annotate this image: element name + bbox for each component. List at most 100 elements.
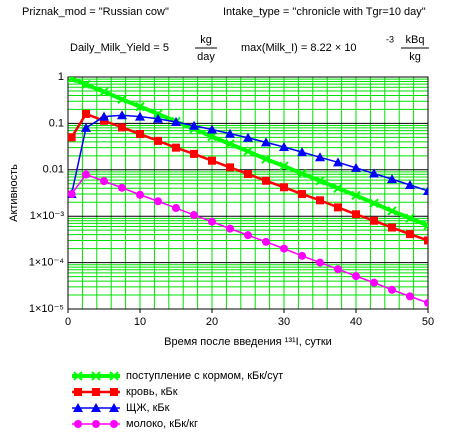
marker bbox=[118, 183, 126, 192]
header-text: Intake_type = "chronicle with Tgr=10 day… bbox=[223, 6, 426, 18]
legend-label: поступление с кормом, кБк/сут bbox=[126, 370, 283, 382]
marker bbox=[190, 149, 198, 158]
marker bbox=[73, 371, 83, 381]
legend-label: ЩЖ, кБк bbox=[126, 402, 170, 414]
x-tick-label: 40 bbox=[350, 316, 362, 328]
marker bbox=[406, 230, 414, 239]
marker bbox=[298, 190, 306, 199]
marker bbox=[352, 272, 360, 281]
marker bbox=[316, 258, 324, 267]
marker bbox=[280, 244, 288, 253]
formula-superscript: -3 bbox=[386, 34, 394, 44]
marker bbox=[68, 133, 76, 142]
marker bbox=[73, 403, 83, 412]
x-tick-label: 20 bbox=[206, 316, 218, 328]
marker bbox=[370, 216, 378, 225]
marker bbox=[68, 77, 77, 84]
marker bbox=[153, 113, 163, 123]
marker bbox=[117, 94, 127, 105]
marker bbox=[135, 101, 145, 112]
marker bbox=[136, 190, 144, 199]
marker bbox=[99, 87, 109, 97]
marker bbox=[388, 285, 396, 294]
marker bbox=[100, 177, 108, 186]
marker bbox=[352, 210, 360, 219]
legend-label: молоко, кБк/кг bbox=[126, 418, 198, 430]
marker bbox=[92, 388, 100, 396]
marker bbox=[74, 420, 82, 428]
formula-text: max(Milk_I) = 8.22 × 10 bbox=[241, 42, 357, 54]
y-tick-label: 1×10⁻³ bbox=[30, 210, 65, 222]
marker bbox=[316, 196, 324, 205]
marker bbox=[99, 111, 109, 121]
marker bbox=[100, 116, 108, 125]
marker bbox=[351, 162, 361, 172]
marker bbox=[333, 157, 343, 167]
marker bbox=[74, 388, 82, 396]
formula-denominator: day bbox=[197, 51, 215, 63]
marker bbox=[110, 388, 118, 396]
marker bbox=[424, 298, 428, 307]
marker bbox=[135, 111, 145, 121]
marker bbox=[369, 168, 379, 178]
marker bbox=[243, 146, 253, 157]
marker bbox=[82, 109, 90, 118]
marker bbox=[91, 371, 101, 381]
legend-label: кровь, кБк bbox=[126, 386, 178, 398]
plot-area bbox=[68, 77, 428, 307]
x-tick-label: 30 bbox=[278, 316, 290, 328]
marker bbox=[262, 176, 270, 185]
marker bbox=[369, 198, 379, 208]
marker bbox=[315, 152, 325, 162]
x-axis-label: Время после введения ¹³¹I, сутки bbox=[164, 336, 332, 348]
marker bbox=[423, 185, 428, 195]
marker bbox=[117, 110, 127, 120]
marker bbox=[261, 154, 271, 164]
marker bbox=[82, 170, 90, 179]
marker bbox=[334, 203, 342, 212]
marker bbox=[387, 174, 397, 184]
formula-numerator: kg bbox=[200, 34, 212, 46]
marker bbox=[315, 176, 325, 186]
marker bbox=[68, 190, 76, 199]
marker bbox=[110, 420, 118, 428]
y-tick-label: 1 bbox=[58, 71, 64, 83]
x-tick-label: 0 bbox=[65, 316, 71, 328]
marker bbox=[279, 142, 289, 152]
marker bbox=[154, 136, 162, 145]
marker bbox=[154, 197, 162, 206]
marker bbox=[405, 180, 415, 190]
y-axis-label: Активность bbox=[8, 164, 20, 222]
marker bbox=[370, 278, 378, 287]
marker bbox=[244, 170, 252, 179]
marker bbox=[406, 292, 414, 301]
marker bbox=[297, 168, 307, 179]
formula-numerator: kBq bbox=[406, 34, 425, 46]
marker bbox=[109, 403, 119, 412]
marker bbox=[423, 220, 428, 231]
marker bbox=[280, 183, 288, 192]
marker bbox=[172, 143, 180, 152]
marker bbox=[172, 204, 180, 213]
marker bbox=[208, 156, 216, 165]
x-tick-label: 10 bbox=[134, 316, 146, 328]
marker bbox=[244, 231, 252, 240]
marker bbox=[81, 79, 91, 90]
formula-text: Daily_Milk_Yield = 5 bbox=[70, 42, 169, 54]
x-tick-label: 50 bbox=[422, 316, 434, 328]
y-tick-label: 0.01 bbox=[43, 164, 64, 176]
y-tick-label: 1×10⁻⁴ bbox=[29, 257, 65, 269]
marker bbox=[279, 161, 289, 171]
marker bbox=[334, 265, 342, 274]
marker bbox=[92, 420, 100, 428]
marker bbox=[226, 224, 234, 233]
marker bbox=[424, 236, 428, 245]
marker bbox=[226, 163, 234, 172]
marker bbox=[109, 371, 119, 381]
marker bbox=[208, 217, 216, 226]
marker bbox=[297, 147, 307, 157]
marker bbox=[190, 211, 198, 220]
marker bbox=[262, 237, 270, 246]
marker bbox=[351, 190, 361, 201]
